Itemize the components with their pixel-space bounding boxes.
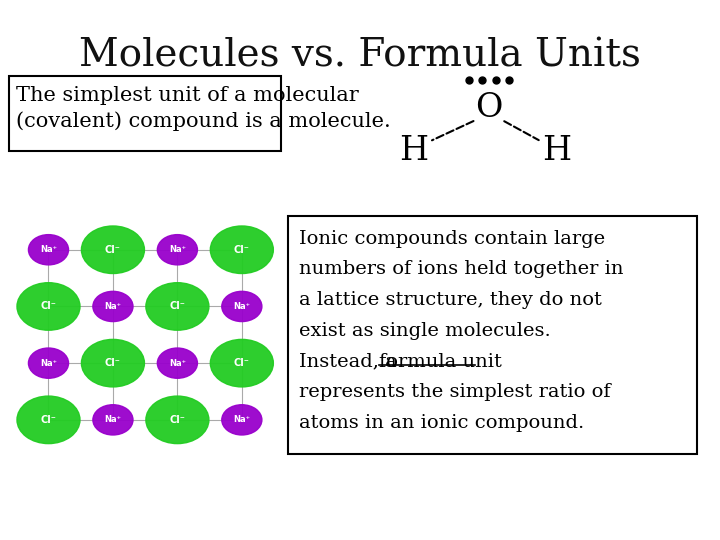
Text: Ionic compounds contain large: Ionic compounds contain large <box>299 230 606 247</box>
Text: Instead, a: Instead, a <box>299 353 403 370</box>
Circle shape <box>28 348 68 378</box>
Text: Cl⁻: Cl⁻ <box>105 358 121 368</box>
Text: H: H <box>542 135 572 167</box>
Circle shape <box>17 396 80 443</box>
Text: Cl⁻: Cl⁻ <box>169 415 185 425</box>
Circle shape <box>158 348 197 378</box>
Text: Na⁺: Na⁺ <box>233 302 251 311</box>
Text: Na⁺: Na⁺ <box>104 302 122 311</box>
Circle shape <box>81 226 145 273</box>
FancyBboxPatch shape <box>9 76 282 151</box>
FancyBboxPatch shape <box>289 216 696 454</box>
Text: Na⁺: Na⁺ <box>40 359 57 368</box>
Text: Na⁺: Na⁺ <box>104 415 122 424</box>
Text: H: H <box>399 135 428 167</box>
Circle shape <box>146 283 209 330</box>
Text: Cl⁻: Cl⁻ <box>234 358 250 368</box>
Circle shape <box>210 340 274 387</box>
Text: Cl⁻: Cl⁻ <box>105 245 121 255</box>
Text: represents the simplest ratio of: represents the simplest ratio of <box>299 383 611 401</box>
Circle shape <box>17 283 80 330</box>
Text: Na⁺: Na⁺ <box>233 415 251 424</box>
Circle shape <box>93 292 133 321</box>
Text: Molecules vs. Formula Units: Molecules vs. Formula Units <box>79 38 641 75</box>
Text: O: O <box>475 92 503 124</box>
Text: Na⁺: Na⁺ <box>169 359 186 368</box>
Text: The simplest unit of a molecular
(covalent) compound is a molecule.: The simplest unit of a molecular (covale… <box>17 86 391 131</box>
Text: atoms in an ionic compound.: atoms in an ionic compound. <box>299 414 585 432</box>
Text: exist as single molecules.: exist as single molecules. <box>299 322 551 340</box>
Circle shape <box>93 405 133 435</box>
Circle shape <box>158 234 197 265</box>
Text: Cl⁻: Cl⁻ <box>40 415 56 425</box>
Circle shape <box>222 405 262 435</box>
Text: numbers of ions held together in: numbers of ions held together in <box>299 260 624 278</box>
Text: Na⁺: Na⁺ <box>169 245 186 254</box>
Circle shape <box>210 226 274 273</box>
Text: Cl⁻: Cl⁻ <box>234 245 250 255</box>
Text: formula unit: formula unit <box>379 353 503 370</box>
Circle shape <box>146 396 209 443</box>
Text: Na⁺: Na⁺ <box>40 245 57 254</box>
Text: Cl⁻: Cl⁻ <box>169 301 185 312</box>
Circle shape <box>222 292 262 321</box>
Text: Cl⁻: Cl⁻ <box>40 301 56 312</box>
Text: a lattice structure, they do not: a lattice structure, they do not <box>299 291 602 309</box>
Circle shape <box>81 340 145 387</box>
Circle shape <box>28 234 68 265</box>
